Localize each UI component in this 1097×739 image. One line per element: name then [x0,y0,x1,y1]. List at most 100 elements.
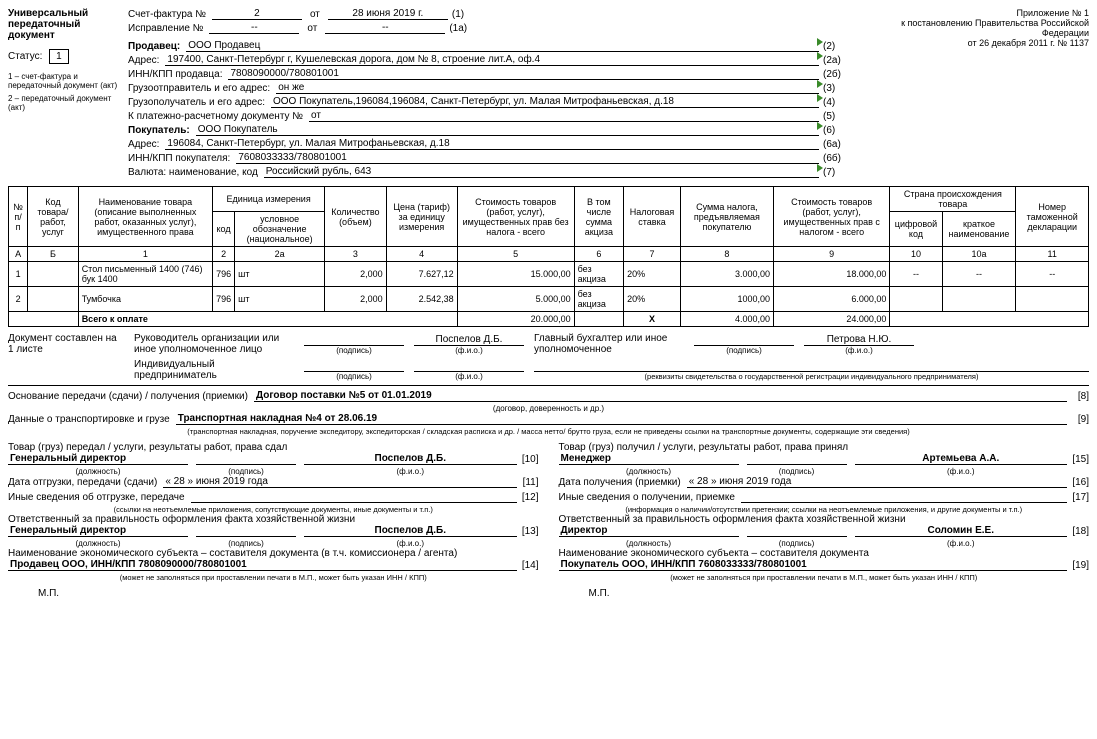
lb-econ: Наименование экономического субъекта – с… [8,548,539,559]
left-block: Товар (груз) передал / услуги, результат… [8,442,539,599]
buyer-inn-label: ИНН/КПП покупателя: [128,153,230,164]
sig-line-1 [304,334,404,346]
corr-date: -- [325,22,445,34]
invoice-label: Счет-фактура № [128,9,206,20]
th-code: Код товара/ работ, услуг [28,187,78,247]
h2a: 2а [235,247,325,262]
corr-no: -- [209,22,299,34]
cell: 796 [213,287,235,312]
sq15: [15] [1067,454,1089,465]
trans-val: Транспортная накладная №4 от 28.06.19 [176,413,1067,425]
lb-other-sub: (ссылки на неотъемлемые приложения, сопу… [8,505,539,514]
lb-sig [196,464,296,465]
cell: 7.627,12 [386,262,457,287]
cell [28,262,78,287]
cell: шт [235,262,325,287]
pay-label: К платежно-расчетному документу № [128,111,303,122]
sq16: [16] [1067,477,1089,488]
h1: 1 [78,247,212,262]
rb-other-sub: (информация о наличии/отсутствии претенз… [559,505,1090,514]
h2: 2 [213,247,235,262]
rb-resp-pos: Директор [559,525,739,537]
lb-mp: М.П. [38,588,539,599]
cell: 1000,00 [680,287,773,312]
cell: шт [235,287,325,312]
th-decl: Номер таможенной декларации [1016,187,1089,247]
head-org-label: Руководитель организации или иное уполно… [134,333,294,355]
cons: ООО Покупатель,196084,196084, Санкт-Пете… [271,96,819,108]
h6: 6 [574,247,624,262]
chief-acc-label: Главный бухгалтер или иное уполномоченно… [534,333,684,355]
lb-resp: Ответственный за правильность оформления… [8,514,539,525]
cell: 2,000 [325,287,386,312]
shipper-label: Грузоотправитель и его адрес: [128,83,270,94]
lb-other-val [191,502,517,503]
cons-label: Грузополучатель и его адрес: [128,97,265,108]
p6: (6) [823,125,849,136]
cell: 15.000,00 [457,262,574,287]
cell: 20% [624,287,681,312]
cell: Стол письменный 1400 (746) бук 1400 [78,262,212,287]
cell: -- [1016,262,1089,287]
name-2: Петрова Н.Ю. [804,334,914,346]
cell: 2 [9,287,28,312]
th-name: Наименование товара (описание выполненны… [78,187,212,247]
trans-sub: (транспортная накладная, поручение экспе… [8,427,1089,436]
p7: (7) [823,167,849,178]
p2: (2) [823,41,849,52]
cur: Российский рубль, 643 [264,166,819,178]
p1: (1) [452,9,478,20]
h8: 8 [680,247,773,262]
fio-3: (ф.и.о.) [414,372,524,381]
lb-resp-name: Поспелов Д.Б. [304,525,517,537]
cell: без акциза [574,287,624,312]
status-row: Статус: 1 [8,49,118,64]
lb-fio: (ф.и.о.) [304,467,517,476]
appendix: Приложение № 1 к постановлению Правитель… [859,8,1089,180]
seller-inn-label: ИНН/КПП продавца: [128,69,222,80]
buyer-label: Покупатель: [128,125,190,136]
lb-resp-pos: Генеральный директор [8,525,188,537]
sq8: [8] [1067,391,1089,402]
total-row: Всего к оплате 20.000,00Х 4.000,0024.000… [9,312,1089,327]
cur-label: Валюта: наименование, код [128,167,258,178]
lb-other: Иные сведения об отгрузке, передаче [8,492,185,503]
lb-resp-sig [196,536,296,537]
th-qty: Количество (объем) [325,187,386,247]
sq18: [18] [1067,526,1089,537]
ip-label: Индивидуальный предприниматель [134,359,294,381]
rb-econ: Наименование экономического субъекта – с… [559,548,1090,559]
lb-econ-sub: (может не заполняться при проставлении п… [8,573,539,582]
corr-label: Исправление № [128,23,203,34]
cell: 18.000,00 [774,262,890,287]
rb-sig [747,464,847,465]
th-rate: Налоговая ставка [624,187,681,247]
pod-3: (подпись) [304,372,404,381]
h9: 9 [774,247,890,262]
p4: (4) [823,97,849,108]
h10: 10 [890,247,942,262]
lb-econ-val: Продавец ООО, ИНН/КПП 7808090000/7808010… [8,559,517,571]
sig-line-3 [304,360,404,372]
th-tax: Сумма налога, предъявляемая покупателю [680,187,773,247]
rb-t1: Товар (груз) получил / услуги, результат… [559,442,1090,453]
sig-fio-3 [414,360,524,372]
p5: (5) [823,111,849,122]
trans-label: Данные о транспортировке и грузе [8,414,170,425]
table-row: 2Тумбочка796шт2,0002.542,385.000,00без а… [9,287,1089,312]
buyer-inn: 7608033333/780801001 [236,152,819,164]
status-note-2: 2 – передаточный документ (акт) [8,94,118,112]
pod-2: (подпись) [694,346,794,355]
th-country: Страна происхождения товара [890,187,1016,212]
seller-inn: 7808090000/780801001 [228,68,819,80]
h3: 3 [325,247,386,262]
pod-1: (подпись) [304,346,404,355]
doc-pages: Документ составлен на 1 листе [8,333,118,381]
h7: 7 [624,247,681,262]
sq17: [17] [1067,492,1089,503]
appendix-3: от 26 декабря 2011 г. № 1137 [859,38,1089,48]
rb-resp: Ответственный за правильность оформления… [559,514,1090,525]
cell: 20% [624,262,681,287]
th-sum: Стоимость товаров (работ, услуг), имущес… [457,187,574,247]
main-header: Счет-фактура № 2 от 28 июня 2019 г. (1) … [128,8,849,180]
